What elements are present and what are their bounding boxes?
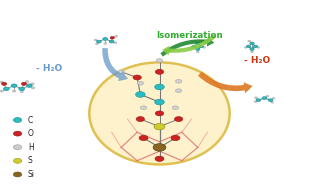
Circle shape: [190, 47, 193, 48]
Circle shape: [155, 156, 164, 161]
Text: H: H: [28, 143, 33, 152]
Circle shape: [196, 42, 200, 45]
Circle shape: [96, 40, 101, 43]
Circle shape: [26, 81, 29, 83]
Text: Isomerization: Isomerization: [157, 31, 223, 40]
Circle shape: [103, 37, 108, 40]
Text: S: S: [28, 156, 33, 165]
Text: C: C: [28, 115, 33, 125]
Circle shape: [155, 69, 164, 74]
Circle shape: [174, 117, 183, 122]
FancyArrowPatch shape: [162, 34, 216, 55]
Circle shape: [244, 47, 247, 48]
Circle shape: [175, 89, 182, 93]
Circle shape: [104, 43, 107, 44]
Circle shape: [257, 47, 260, 48]
Circle shape: [253, 45, 258, 48]
Circle shape: [139, 135, 148, 141]
Circle shape: [172, 106, 179, 110]
Circle shape: [31, 83, 34, 85]
Circle shape: [13, 172, 22, 177]
Circle shape: [110, 36, 115, 39]
Circle shape: [200, 40, 204, 43]
Circle shape: [271, 101, 274, 103]
Circle shape: [268, 99, 273, 101]
Circle shape: [21, 82, 26, 85]
Circle shape: [272, 98, 275, 99]
Circle shape: [136, 92, 145, 97]
Circle shape: [155, 84, 164, 90]
Circle shape: [20, 91, 23, 93]
Circle shape: [250, 42, 254, 45]
FancyArrowPatch shape: [160, 37, 214, 57]
Circle shape: [266, 95, 269, 97]
Circle shape: [171, 135, 180, 141]
Circle shape: [197, 51, 199, 53]
Circle shape: [13, 131, 22, 136]
Circle shape: [262, 97, 267, 99]
Circle shape: [199, 45, 204, 48]
Circle shape: [251, 51, 253, 53]
Circle shape: [256, 99, 261, 101]
Circle shape: [155, 111, 164, 116]
Circle shape: [254, 101, 257, 102]
Circle shape: [246, 45, 251, 48]
Circle shape: [94, 39, 97, 41]
Circle shape: [248, 40, 250, 42]
Circle shape: [154, 123, 165, 130]
Circle shape: [114, 42, 117, 43]
Circle shape: [19, 87, 25, 91]
Circle shape: [12, 90, 16, 92]
Circle shape: [109, 40, 114, 43]
Circle shape: [11, 84, 17, 87]
Circle shape: [13, 145, 22, 150]
Text: - H₂O: - H₂O: [244, 56, 270, 65]
Circle shape: [115, 36, 117, 37]
Circle shape: [194, 40, 196, 42]
Circle shape: [136, 117, 145, 122]
Circle shape: [26, 84, 32, 87]
Circle shape: [96, 43, 98, 45]
Circle shape: [156, 59, 163, 62]
Circle shape: [2, 82, 7, 85]
Circle shape: [203, 47, 205, 48]
Circle shape: [13, 158, 22, 163]
Circle shape: [196, 48, 200, 50]
Circle shape: [0, 90, 4, 92]
Circle shape: [0, 81, 4, 83]
Circle shape: [250, 48, 254, 50]
Circle shape: [4, 87, 9, 91]
Circle shape: [255, 97, 257, 98]
Circle shape: [118, 70, 124, 74]
Text: Si: Si: [28, 170, 35, 179]
Text: - H₂O: - H₂O: [36, 64, 63, 73]
Circle shape: [192, 45, 197, 48]
Circle shape: [140, 106, 147, 110]
Ellipse shape: [89, 62, 230, 164]
Circle shape: [32, 87, 35, 89]
Circle shape: [153, 144, 166, 151]
Circle shape: [155, 99, 164, 105]
Circle shape: [13, 118, 22, 122]
Text: O: O: [28, 129, 33, 138]
FancyArrowPatch shape: [102, 48, 128, 81]
Circle shape: [137, 81, 144, 85]
Circle shape: [175, 79, 182, 83]
FancyArrowPatch shape: [198, 72, 253, 93]
Circle shape: [133, 75, 141, 80]
